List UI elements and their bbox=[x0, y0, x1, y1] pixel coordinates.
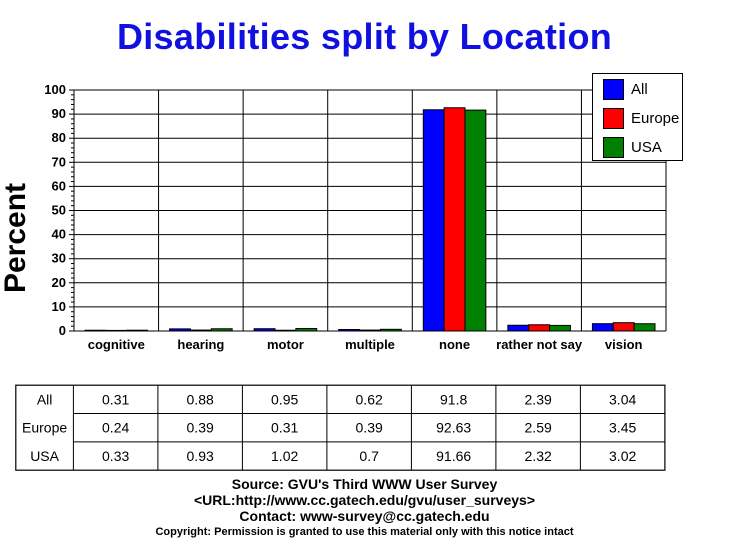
svg-text:3.45: 3.45 bbox=[609, 420, 636, 436]
svg-text:0.95: 0.95 bbox=[271, 391, 298, 407]
svg-text:multiple: multiple bbox=[345, 337, 395, 352]
svg-text:3.02: 3.02 bbox=[609, 448, 636, 464]
svg-text:2.32: 2.32 bbox=[525, 448, 552, 464]
svg-text:91.66: 91.66 bbox=[436, 448, 471, 464]
svg-text:0.24: 0.24 bbox=[102, 420, 129, 436]
svg-text:All: All bbox=[37, 391, 53, 407]
svg-text:2.59: 2.59 bbox=[525, 420, 552, 436]
svg-text:0.93: 0.93 bbox=[187, 448, 214, 464]
svg-text:0.7: 0.7 bbox=[359, 448, 379, 464]
svg-text:hearing: hearing bbox=[177, 337, 224, 352]
svg-text:70: 70 bbox=[52, 154, 66, 169]
svg-text:20: 20 bbox=[52, 275, 66, 290]
svg-text:10: 10 bbox=[52, 299, 66, 314]
svg-text:91.8: 91.8 bbox=[440, 391, 467, 407]
svg-text:80: 80 bbox=[52, 130, 66, 145]
svg-text:none: none bbox=[439, 337, 470, 352]
svg-text:60: 60 bbox=[52, 178, 66, 193]
svg-text:1.02: 1.02 bbox=[271, 448, 298, 464]
svg-text:0.33: 0.33 bbox=[102, 448, 129, 464]
svg-text:motor: motor bbox=[267, 337, 304, 352]
svg-text:0: 0 bbox=[59, 323, 66, 338]
svg-text:0.39: 0.39 bbox=[187, 420, 214, 436]
svg-text:rather not say: rather not say bbox=[496, 337, 583, 352]
svg-text:USA: USA bbox=[30, 448, 59, 464]
svg-text:40: 40 bbox=[52, 227, 66, 242]
svg-text:Europe: Europe bbox=[22, 420, 67, 436]
svg-text:0.88: 0.88 bbox=[187, 391, 214, 407]
svg-text:30: 30 bbox=[52, 251, 66, 266]
svg-text:vision: vision bbox=[605, 337, 643, 352]
svg-text:50: 50 bbox=[52, 203, 66, 218]
svg-text:3.04: 3.04 bbox=[609, 391, 636, 407]
svg-text:100: 100 bbox=[44, 82, 66, 97]
svg-text:2.39: 2.39 bbox=[525, 391, 552, 407]
svg-text:cognitive: cognitive bbox=[88, 337, 145, 352]
svg-text:90: 90 bbox=[52, 106, 66, 121]
svg-text:0.31: 0.31 bbox=[102, 391, 129, 407]
svg-text:92.63: 92.63 bbox=[436, 420, 471, 436]
svg-text:0.62: 0.62 bbox=[356, 391, 383, 407]
svg-text:0.39: 0.39 bbox=[356, 420, 383, 436]
svg-text:0.31: 0.31 bbox=[271, 420, 298, 436]
